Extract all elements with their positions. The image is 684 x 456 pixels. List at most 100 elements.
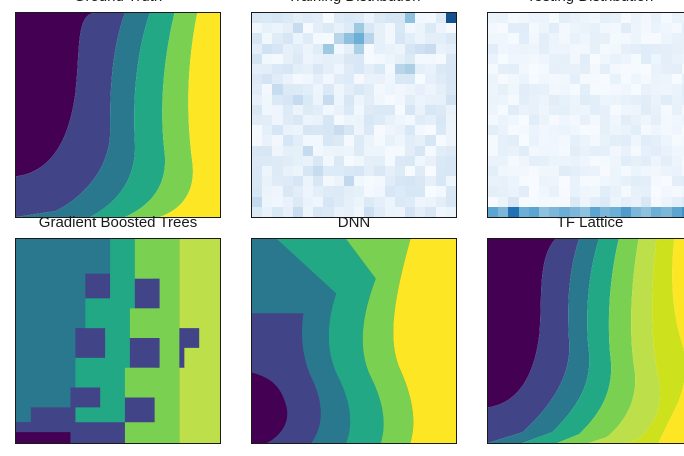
testing-cell-1-11 [600, 23, 610, 33]
training-cell-1-13 [385, 23, 395, 33]
testing-cell-3-8 [570, 44, 580, 54]
training-distribution-heatmap [252, 13, 456, 217]
tf-lattice-contour [488, 239, 684, 443]
testing-cell-18-11 [600, 197, 610, 207]
training-cell-1-14 [395, 23, 405, 33]
training-cell-12-16 [415, 135, 425, 145]
testing-cell-3-6 [549, 44, 559, 54]
panel-gradient-boosted-trees: Gradient Boosted Trees [15, 238, 221, 444]
training-cell-1-7 [323, 23, 333, 33]
testing-cell-5-18 [672, 64, 682, 74]
training-cell-0-12 [374, 13, 384, 23]
training-cell-2-11 [364, 33, 374, 43]
testing-cell-15-7 [559, 166, 569, 176]
training-cell-1-16 [415, 23, 425, 33]
training-cell-9-18 [436, 105, 446, 115]
training-cell-0-14 [395, 13, 405, 23]
training-cell-12-12 [374, 135, 384, 145]
testing-cell-11-0 [488, 125, 498, 135]
training-cell-9-1 [262, 105, 272, 115]
training-cell-16-4 [293, 176, 303, 186]
testing-cell-5-10 [590, 64, 600, 74]
training-cell-10-4 [293, 115, 303, 125]
testing-cell-2-13 [621, 33, 631, 43]
testing-cell-12-13 [621, 135, 631, 145]
testing-cell-2-11 [600, 33, 610, 43]
testing-cell-2-3 [519, 33, 529, 43]
training-cell-2-6 [313, 33, 323, 43]
testing-cell-1-2 [508, 23, 518, 33]
training-cell-15-4 [293, 166, 303, 176]
testing-cell-7-8 [570, 84, 580, 94]
testing-cell-11-11 [600, 125, 610, 135]
training-cell-13-6 [313, 146, 323, 156]
testing-cell-4-8 [570, 54, 580, 64]
testing-cell-6-16 [651, 74, 661, 84]
testing-cell-2-2 [508, 33, 518, 43]
training-cell-7-7 [323, 84, 333, 94]
training-cell-18-15 [405, 197, 415, 207]
testing-cell-10-7 [559, 115, 569, 125]
training-cell-5-3 [283, 64, 293, 74]
training-cell-15-11 [364, 166, 374, 176]
testing-cell-7-15 [641, 84, 651, 94]
testing-cell-19-10 [590, 207, 600, 217]
training-cell-0-17 [425, 13, 435, 23]
training-cell-18-12 [374, 197, 384, 207]
training-cell-18-0 [252, 197, 262, 207]
testing-cell-16-8 [570, 176, 580, 186]
training-cell-1-10 [354, 23, 364, 33]
training-cell-1-12 [374, 23, 384, 33]
training-cell-10-1 [262, 115, 272, 125]
testing-cell-13-10 [590, 146, 600, 156]
training-cell-9-9 [344, 105, 354, 115]
testing-cell-2-18 [672, 33, 682, 43]
testing-cell-4-1 [498, 54, 508, 64]
testing-cell-11-2 [508, 125, 518, 135]
training-cell-3-6 [313, 44, 323, 54]
testing-cell-11-13 [621, 125, 631, 135]
testing-cell-6-1 [498, 74, 508, 84]
testing-cell-17-10 [590, 186, 600, 196]
training-cell-9-3 [283, 105, 293, 115]
testing-cell-5-16 [651, 64, 661, 74]
testing-cell-14-10 [590, 156, 600, 166]
testing-cell-3-7 [559, 44, 569, 54]
testing-cell-15-16 [651, 166, 661, 176]
testing-cell-12-8 [570, 135, 580, 145]
testing-cell-5-3 [519, 64, 529, 74]
testing-cell-1-5 [539, 23, 549, 33]
testing-cell-1-8 [570, 23, 580, 33]
testing-cell-16-11 [600, 176, 610, 186]
training-cell-10-3 [283, 115, 293, 125]
training-cell-2-13 [385, 33, 395, 43]
testing-cell-0-3 [519, 13, 529, 23]
training-cell-5-1 [262, 64, 272, 74]
training-cell-10-6 [313, 115, 323, 125]
training-cell-6-17 [425, 74, 435, 84]
training-cell-14-9 [344, 156, 354, 166]
testing-cell-11-4 [529, 125, 539, 135]
testing-cell-5-1 [498, 64, 508, 74]
panel-dnn: DNN [251, 238, 457, 444]
testing-cell-6-5 [539, 74, 549, 84]
testing-cell-15-8 [570, 166, 580, 176]
testing-cell-3-1 [498, 44, 508, 54]
testing-cell-1-6 [549, 23, 559, 33]
testing-cell-8-8 [570, 95, 580, 105]
testing-cell-9-5 [539, 105, 549, 115]
testing-cell-0-16 [651, 13, 661, 23]
training-cell-5-17 [425, 64, 435, 74]
training-cell-3-10 [354, 44, 364, 54]
training-cell-0-1 [262, 13, 272, 23]
testing-cell-17-14 [631, 186, 641, 196]
testing-cell-13-0 [488, 146, 498, 156]
training-cell-8-17 [425, 95, 435, 105]
testing-cell-13-9 [580, 146, 590, 156]
training-cell-17-10 [354, 186, 364, 196]
testing-cell-4-17 [661, 54, 671, 64]
training-cell-14-10 [354, 156, 364, 166]
training-cell-5-12 [374, 64, 384, 74]
testing-cell-10-9 [580, 115, 590, 125]
testing-cell-11-3 [519, 125, 529, 135]
